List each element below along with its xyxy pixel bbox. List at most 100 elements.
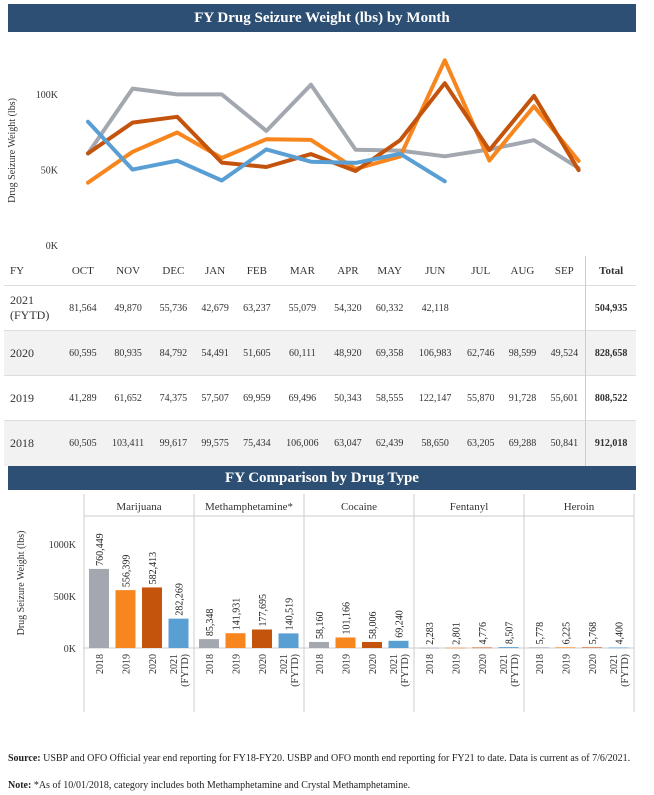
- bar-value-label: 69,240: [395, 610, 406, 638]
- drug-group-label: Methamphetamine*: [205, 501, 293, 513]
- x-tick-label: 2018: [205, 654, 216, 674]
- bar-value-label: 2,801: [452, 622, 463, 645]
- table-cell: 98,599: [501, 330, 544, 376]
- bar-value-label: 5,768: [588, 622, 599, 645]
- x-tick-label: 2021: [279, 654, 290, 674]
- bar-heroin-2020: [582, 647, 602, 649]
- bar-cocaine-2018: [309, 641, 329, 648]
- table-cell: 58,650: [410, 420, 460, 466]
- series-line-2021-fytd: [86, 119, 447, 184]
- bar-fentanyl-2020: [472, 647, 492, 649]
- x-tick-label: 2018: [425, 654, 436, 674]
- y-tick-label: 50K: [41, 165, 59, 176]
- table-cell: 60,332: [368, 285, 411, 331]
- bar-methamphetamine-2018: [199, 639, 219, 648]
- bar-cocaine-2019: [335, 637, 356, 648]
- month-header: AUG: [510, 264, 535, 277]
- table-cell: 54,491: [194, 330, 236, 376]
- fy-column-header: FY: [10, 264, 25, 277]
- fy-label: 2019: [4, 375, 62, 421]
- table-cell: 49,524: [543, 330, 586, 376]
- bar-methamphetamine-2020: [252, 629, 272, 648]
- table-cell: 63,205: [459, 420, 502, 466]
- bar-marijuana-2021fytd: [168, 618, 189, 648]
- note-text: *As of 10/01/2018, category includes bot…: [33, 780, 411, 791]
- x-tick-label: 2019: [452, 654, 463, 674]
- bar-heroin-2019: [555, 647, 576, 648]
- monthly-data-table: FY OCT NOV DEC JAN FEB MAR APR MAY JUN JUL AUG SEP T…: [4, 256, 636, 466]
- table-cell: 50,841: [543, 420, 586, 466]
- y-axis-label: Drug Seizure Weight (lbs): [16, 531, 27, 636]
- table-cell: [501, 285, 544, 331]
- note-label: Note:: [8, 780, 32, 791]
- table-cell: 41,289: [62, 375, 104, 421]
- bar-value-label: 4,400: [615, 622, 626, 645]
- bar-value-label: 101,166: [342, 602, 353, 635]
- drug-type-bar-chart: Drug Seizure Weight (lbs) 0K 500K 1000K Mari…: [16, 494, 635, 712]
- series-line-2019: [86, 58, 581, 185]
- monthly-chart-header: FY Drug Seizure Weight (lbs) by Month: [8, 4, 636, 32]
- table-cell: 61,652: [103, 375, 153, 421]
- table-cell: 57,507: [194, 375, 236, 421]
- month-header: FEB: [246, 264, 267, 277]
- table-header-row: FY OCT NOV DEC JAN FEB MAR APR MAY JUN JUL AUG SEP T…: [4, 256, 636, 286]
- row-total: 828,658: [585, 330, 636, 376]
- table-cell: 63,237: [235, 285, 278, 331]
- table-cell: 42,679: [194, 285, 236, 331]
- table-cell: 80,935: [103, 330, 153, 376]
- bar-cocaine-2021fytd: [388, 640, 409, 648]
- table-cell: 122,147: [410, 375, 460, 421]
- x-tick-label: 2019: [562, 654, 573, 674]
- bar-value-label: 2,283: [425, 622, 436, 645]
- bar-value-label: 6,225: [562, 622, 573, 645]
- x-tick-label: 2020: [258, 654, 269, 674]
- x-tick-label: 2021: [609, 654, 620, 674]
- table-cell: 48,920: [327, 330, 369, 376]
- monthly-line-chart: Drug Seizure Weight (lbs) 0K 50K 100K: [7, 58, 581, 252]
- row-total: 912,018: [585, 420, 636, 466]
- month-header: JUN: [425, 264, 446, 277]
- month-header: NOV: [116, 264, 141, 277]
- bar-methamphetamine-2019: [225, 633, 246, 648]
- row-total: 808,522: [585, 375, 636, 421]
- table-cell: [459, 285, 502, 331]
- bar-fentanyl-2021fytd: [498, 647, 519, 648]
- y-tick-label: 100K: [36, 90, 59, 101]
- table-cell: 60,111: [277, 330, 328, 376]
- table-cell: 69,496: [277, 375, 328, 421]
- table-cell: 99,575: [194, 420, 236, 466]
- bar-heroin-2021fytd: [608, 647, 629, 649]
- bar-fentanyl-2018: [419, 647, 439, 649]
- table-cell: 63,047: [327, 420, 369, 466]
- table-cell: 55,601: [543, 375, 586, 421]
- drug-group-label: Marijuana: [116, 501, 161, 513]
- y-tick-label: 500K: [54, 592, 77, 603]
- bar-value-label: 58,160: [315, 611, 326, 639]
- table-cell: 62,439: [368, 420, 411, 466]
- table-cell: 91,728: [501, 375, 544, 421]
- bar-marijuana-2018: [89, 568, 109, 648]
- x-tick-label: (FYTD): [290, 654, 301, 687]
- series-line-2018: [86, 82, 581, 171]
- x-tick-label: 2018: [95, 654, 106, 674]
- month-header: OCT: [71, 264, 94, 277]
- drug-group-label: Heroin: [564, 501, 595, 513]
- bar-value-label: 140,519: [285, 598, 296, 631]
- month-header: JAN: [205, 264, 226, 277]
- fy-label: 2020: [4, 330, 62, 376]
- table-cell: 54,320: [327, 285, 369, 331]
- table-cell: [543, 285, 586, 331]
- x-tick-label: (FYTD): [510, 654, 521, 687]
- table-cell: 58,555: [368, 375, 411, 421]
- table-cell: 60,595: [62, 330, 104, 376]
- month-header: DEC: [162, 264, 185, 277]
- x-tick-label: 2020: [148, 654, 159, 674]
- bar-value-label: 282,269: [175, 583, 186, 616]
- row-total: 504,935: [585, 285, 636, 331]
- table-cell: 50,343: [327, 375, 369, 421]
- table-row: 2020 60,595 80,935 84,792 54,491 51,605 60,111…: [4, 330, 636, 376]
- drug-group-label: Cocaine: [341, 501, 377, 513]
- table-row: 2021 (FYTD) 81,564 49,870 55,736 42,679 63,23…: [4, 285, 636, 331]
- bar-marijuana-2019: [115, 590, 136, 648]
- bar-marijuana-2020: [142, 587, 162, 648]
